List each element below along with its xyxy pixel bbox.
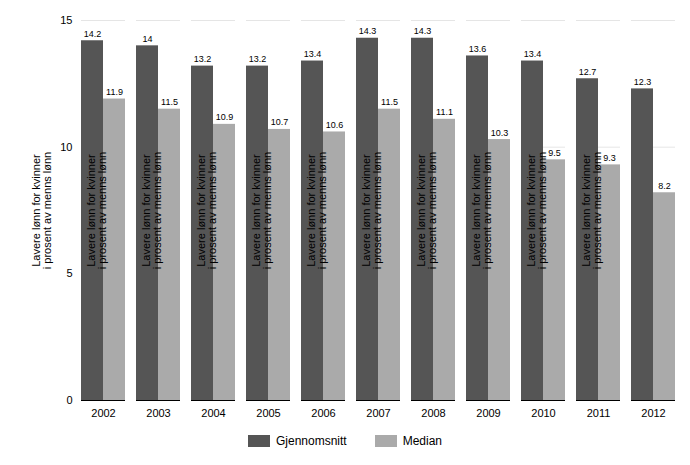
svg-text:13.6: 13.6 <box>469 44 487 54</box>
svg-text:8.2: 8.2 <box>658 181 671 191</box>
svg-text:2004: 2004 <box>201 407 225 419</box>
svg-text:15: 15 <box>60 14 72 26</box>
svg-text:2005: 2005 <box>256 407 280 419</box>
svg-text:Lavere lønn for kvinneri prose: Lavere lønn for kvinneri prosent av menn… <box>140 152 163 269</box>
svg-text:14.3: 14.3 <box>359 26 377 36</box>
svg-text:2002: 2002 <box>91 407 115 419</box>
svg-text:2012: 2012 <box>641 407 665 419</box>
svg-text:2009: 2009 <box>476 407 500 419</box>
svg-text:2006: 2006 <box>311 407 335 419</box>
svg-text:Lavere lønn for kvinneri prose: Lavere lønn for kvinneri prosent av menn… <box>30 152 53 269</box>
svg-text:14.2: 14.2 <box>84 29 102 39</box>
svg-text:13.2: 13.2 <box>194 54 212 64</box>
svg-text:11.9: 11.9 <box>106 87 123 97</box>
svg-text:11.5: 11.5 <box>381 97 398 107</box>
svg-text:13.4: 13.4 <box>304 49 322 59</box>
svg-text:Lavere lønn for kvinneri prose: Lavere lønn for kvinneri prosent av menn… <box>415 152 438 269</box>
svg-text:13.4: 13.4 <box>524 49 542 59</box>
svg-text:Lavere lønn for kvinneri prose: Lavere lønn for kvinneri prosent av menn… <box>470 152 493 269</box>
svg-text:Lavere lønn for kvinneri prose: Lavere lønn for kvinneri prosent av menn… <box>305 152 328 269</box>
svg-text:2008: 2008 <box>421 407 445 419</box>
svg-text:14: 14 <box>142 34 152 44</box>
svg-text:11.5: 11.5 <box>161 97 178 107</box>
svg-text:12.3: 12.3 <box>634 77 652 87</box>
svg-text:Lavere lønn for kvinneri prose: Lavere lønn for kvinneri prosent av menn… <box>525 152 548 269</box>
svg-text:11.1: 11.1 <box>436 107 453 117</box>
svg-text:13.2: 13.2 <box>249 54 267 64</box>
svg-text:10.7: 10.7 <box>271 117 289 127</box>
svg-text:2003: 2003 <box>146 407 170 419</box>
svg-text:9.3: 9.3 <box>603 153 616 163</box>
svg-text:2007: 2007 <box>366 407 390 419</box>
svg-text:10.9: 10.9 <box>216 112 234 122</box>
svg-text:Lavere lønn for kvinneri prose: Lavere lønn for kvinneri prosent av menn… <box>85 152 108 269</box>
svg-text:Lavere lønn for kvinneri prose: Lavere lønn for kvinneri prosent av menn… <box>360 152 383 269</box>
html-text:Gjennomsnitt: Gjennomsnitt <box>276 434 347 448</box>
svg-text:2011: 2011 <box>587 407 611 419</box>
svg-text:14.3: 14.3 <box>414 26 432 36</box>
svg-text:Lavere lønn for kvinneri prose: Lavere lønn for kvinneri prosent av menn… <box>580 152 603 269</box>
svg-text:2010: 2010 <box>531 407 555 419</box>
svg-text:Lavere lønn for kvinneri prose: Lavere lønn for kvinneri prosent av menn… <box>195 152 218 269</box>
svg-text:9.5: 9.5 <box>548 148 561 158</box>
svg-text:10.3: 10.3 <box>491 128 509 138</box>
svg-text:5: 5 <box>66 267 72 279</box>
svg-text:10: 10 <box>60 141 72 153</box>
svg-text:Lavere lønn for kvinneri prose: Lavere lønn for kvinneri prosent av menn… <box>250 152 273 269</box>
html-text:Median: Median <box>402 434 442 448</box>
svg-text:12.7: 12.7 <box>579 67 597 77</box>
svg-text:0: 0 <box>66 394 72 406</box>
svg-text:10.6: 10.6 <box>326 120 344 130</box>
